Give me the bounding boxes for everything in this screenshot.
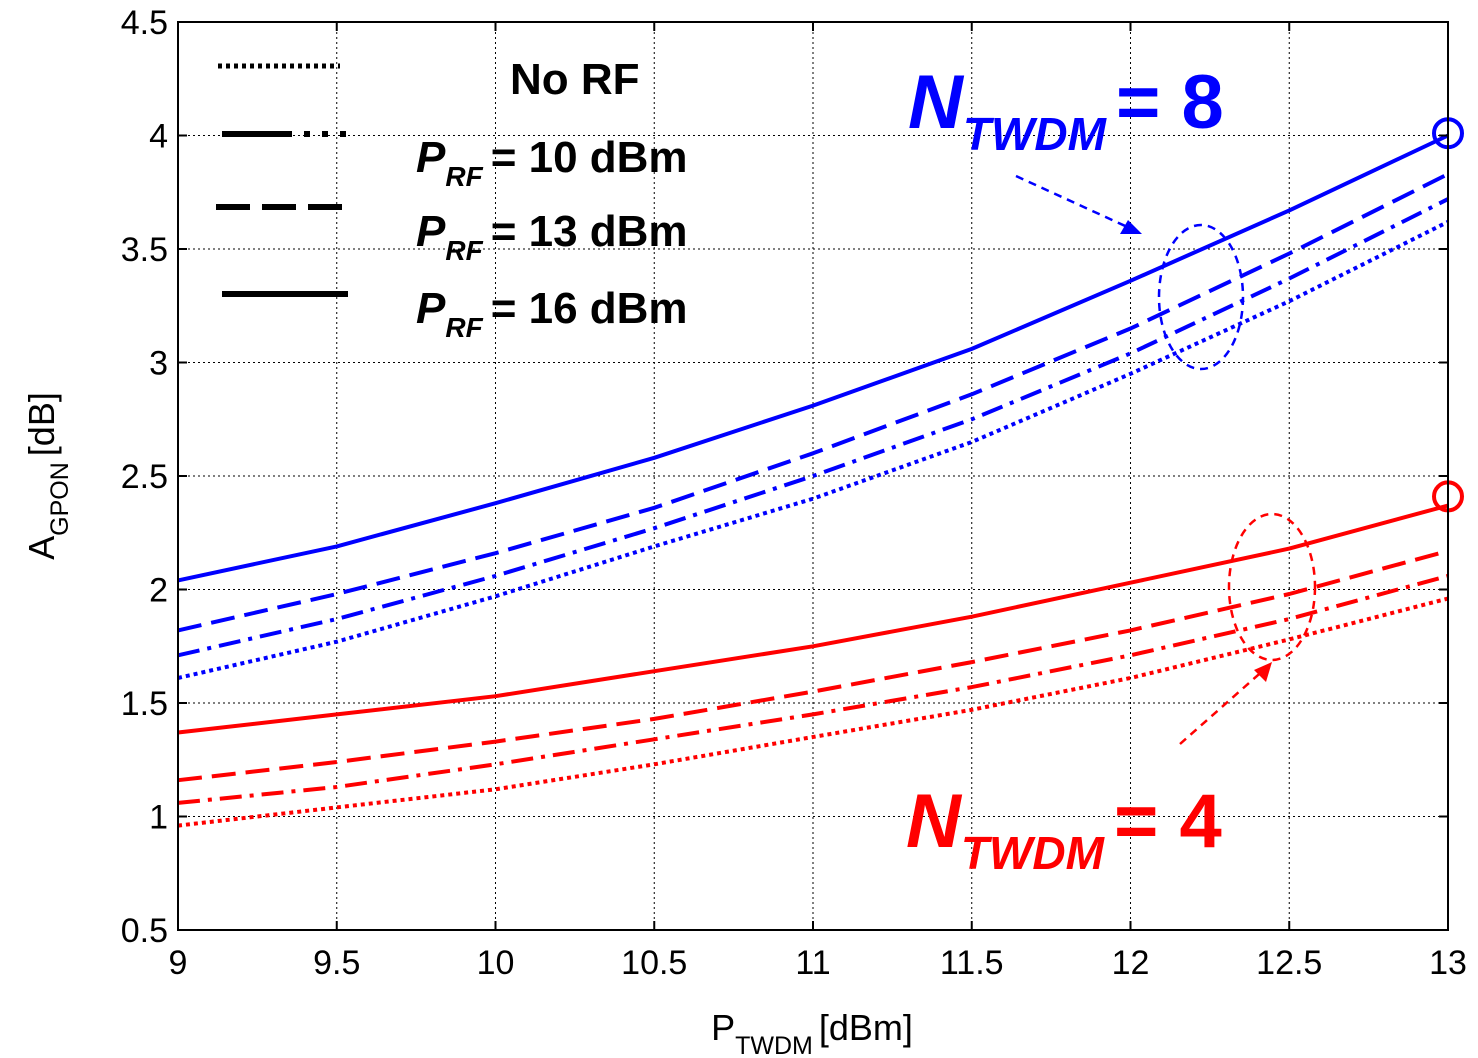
legend-text-prf-16: PRF = 16 dBm [416, 284, 688, 343]
y-tick-label: 2.5 [121, 458, 168, 496]
y-tick-label: 1.5 [121, 685, 168, 723]
x-tick-label: 10 [477, 944, 515, 982]
x-tick-label: 11 [795, 944, 830, 982]
series-line-0-dotted [177, 220, 1449, 680]
annotation-ntwdm-8-label: NTWDM = 8 [908, 60, 1224, 160]
y-tick-label: 3.5 [121, 231, 168, 269]
series-line-0-solid [177, 133, 1449, 583]
series-line-1-dashdot [177, 573, 1449, 805]
annotation-ntwdm-4-arrow [1179, 667, 1267, 745]
series-line-1-solid [177, 503, 1449, 735]
annotation-ntwdm-4: NTWDM = 4 [906, 512, 1317, 879]
series-line-0-dashdot [177, 197, 1449, 658]
legend: No RF PRF = 10 dBm PRF = 13 dBm PRF = 16 dB… [216, 55, 688, 343]
x-tick-label: 9.5 [313, 944, 360, 982]
x-tick-label: 9 [169, 944, 188, 982]
y-tick-label: 3 [149, 345, 168, 383]
series-lines [177, 117, 1464, 828]
y-tick-label: 4.5 [121, 4, 168, 42]
series-line-0-dashed [177, 172, 1449, 633]
annotation-ntwdm-8: NTWDM = 8 [908, 60, 1245, 371]
x-tick-label: 12 [1112, 944, 1150, 982]
y-tick-label: 4 [149, 118, 168, 156]
y-tick-label: 2 [149, 572, 168, 610]
x-tick-label: 13 [1429, 944, 1467, 982]
annotation-ntwdm-4-label: NTWDM = 4 [906, 779, 1222, 879]
annotation-ntwdm-4-arrowhead [1254, 662, 1272, 682]
x-tick-label: 10.5 [621, 944, 687, 982]
annotation-ntwdm-8-arrow [1015, 174, 1135, 232]
y-tick-label: 0.5 [121, 912, 168, 950]
legend-text-no-rf: No RF [510, 55, 640, 104]
x-tick-label: 11.5 [940, 944, 1004, 982]
legend-text-prf-10: PRF = 10 dBm [416, 133, 688, 192]
series-line-1-dashed [177, 548, 1449, 783]
x-axis-label: PTWDM [dBm] [711, 1007, 913, 1058]
annotation-ntwdm-8-ellipse [1157, 223, 1245, 371]
legend-text-prf-13: PRF = 13 dBm [416, 207, 688, 266]
x-tick-label: 12.5 [1256, 944, 1322, 982]
annotation-ntwdm-8-arrowhead [1120, 220, 1142, 234]
y-axis-label: AGPON[dB] [21, 392, 74, 560]
annotation-ntwdm-4-ellipse [1227, 512, 1317, 662]
grid-lines [178, 22, 1448, 930]
series-line-1-dotted [177, 596, 1449, 828]
y-tick-label: 1 [149, 799, 168, 837]
axis-ticks: 9 9.5 10 10.5 11 11.5 12 12.5 130.511.522.533.54… [121, 4, 1467, 982]
